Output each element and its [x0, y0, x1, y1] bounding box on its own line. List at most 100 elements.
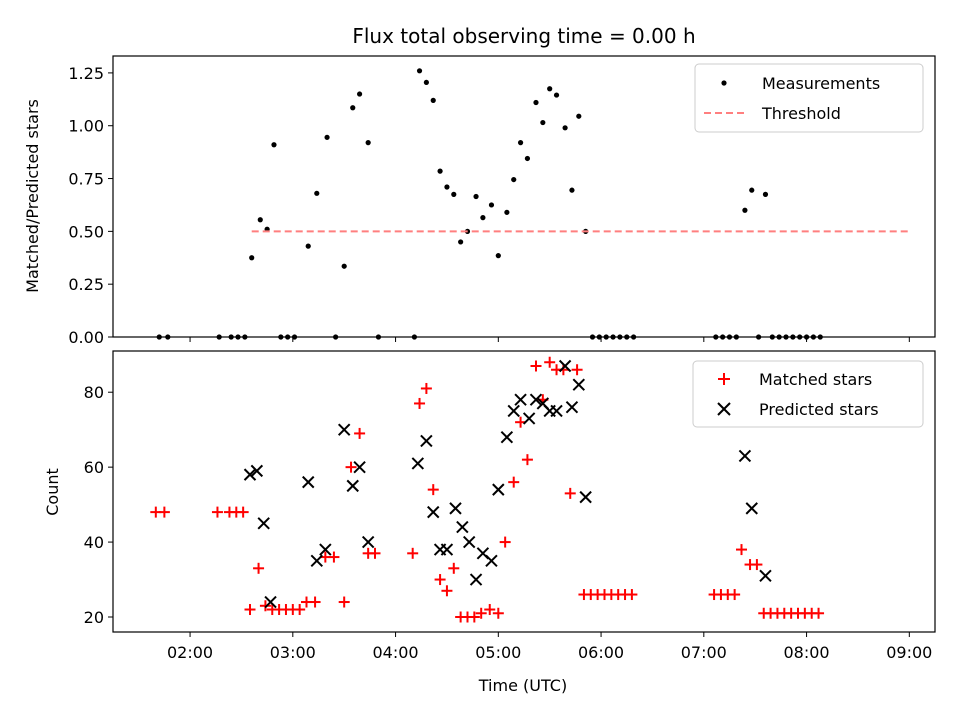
matched-stars-point	[244, 604, 256, 616]
matched-stars-point	[253, 562, 265, 574]
bottom-y-ticks: 20 40 60 80	[84, 383, 113, 627]
predicted-stars-point	[337, 423, 351, 436]
predicted-stars-point	[514, 393, 527, 406]
measurements-point	[562, 125, 568, 131]
x-tick-label: 09:00	[886, 643, 932, 662]
measurements-point	[749, 187, 755, 193]
predicted-stars-point	[522, 412, 536, 425]
matched-stars-point	[328, 551, 340, 563]
top-chart-title: Flux total observing time = 0.00 h	[352, 24, 695, 48]
legend-matched-marker	[718, 373, 730, 385]
x-tick-label: 03:00	[270, 643, 316, 662]
matched-stars-point	[211, 506, 223, 518]
top-legend-box	[694, 63, 924, 133]
matched-stars-point	[508, 476, 520, 488]
predicted-stars-point	[738, 449, 752, 463]
measurements-point	[458, 239, 464, 245]
measurements-point	[350, 105, 356, 111]
measurements-point	[480, 215, 486, 221]
matched-stars-point	[427, 484, 439, 496]
top-y-tick-label: 0.75	[68, 170, 104, 189]
measurements-point	[451, 191, 457, 197]
bottom-legend-box	[692, 360, 924, 428]
matched-stars-point	[492, 607, 504, 619]
predicted-stars-point	[310, 554, 323, 568]
x-tick-label: 07:00	[681, 643, 727, 662]
predicted-stars-point	[456, 520, 469, 534]
top-legend: Measurements Threshold	[694, 63, 924, 133]
predicted-stars-point	[440, 543, 454, 556]
predicted-stars-point	[302, 475, 315, 489]
matched-stars-point	[735, 544, 747, 556]
top-y-tick-label: 1.25	[68, 64, 104, 83]
predicted-stars-point	[319, 543, 332, 556]
measurements-point	[341, 263, 347, 269]
predicted-stars-point	[449, 502, 462, 515]
measurements-point	[488, 202, 495, 208]
bottom-y-tick-label: 20	[84, 608, 104, 627]
bottom-y-tick-label: 40	[84, 533, 104, 552]
measurements-point	[569, 187, 575, 193]
matched-stars-point	[729, 589, 741, 601]
bottom-series	[150, 356, 825, 623]
predicted-stars-point	[420, 434, 433, 448]
predicted-stars-point	[411, 457, 425, 470]
measurements-point	[357, 91, 363, 97]
measurements-point	[249, 255, 255, 261]
measurements-point	[324, 134, 330, 140]
measurements-point	[547, 86, 553, 92]
top-y-tick-label: 1.00	[68, 117, 104, 136]
predicted-stars-point	[529, 393, 543, 406]
matched-stars-point	[354, 427, 366, 439]
legend-threshold-label: Threshold	[761, 104, 841, 123]
measurements-point	[517, 140, 524, 146]
matched-stars-point	[564, 487, 576, 499]
matched-stars-point	[530, 360, 542, 372]
matched-stars-point	[751, 559, 763, 571]
measurements-point	[540, 119, 546, 126]
legend-measurements-label: Measurements	[762, 74, 880, 93]
measurements-point	[473, 193, 479, 200]
matched-stars-point	[345, 461, 357, 473]
measurements-point	[495, 253, 501, 259]
predicted-stars-point	[492, 483, 505, 496]
top-y-tick-label: 0.50	[68, 222, 104, 241]
matched-stars-point	[448, 562, 460, 574]
matched-stars-point	[309, 596, 321, 608]
legend-predicted-label: Predicted stars	[759, 400, 879, 419]
matched-stars-point	[571, 364, 583, 376]
bottom-y-axis-label: Count	[43, 468, 62, 516]
matched-stars-point	[475, 607, 487, 619]
matched-stars-point	[484, 604, 496, 616]
matched-stars-point	[294, 604, 306, 616]
measurements-point	[576, 113, 582, 119]
measurements-point	[430, 97, 436, 103]
bottom-x-ticks: 02:00 03:00 04:00 05:00 06:00 07:00 08:00 09:00	[167, 632, 932, 662]
measurements-point	[742, 207, 748, 213]
bottom-legend: Matched stars Predicted stars	[692, 360, 924, 428]
legend-predicted-marker	[717, 402, 731, 416]
matched-stars-point	[407, 547, 419, 559]
matched-stars-point	[158, 506, 170, 518]
predicted-stars-point	[565, 400, 579, 414]
measurements-point	[271, 142, 277, 148]
matched-stars-point	[521, 454, 533, 466]
top-plot: 0.00 0.25 0.50 0.75 1.00 1.25 Matched/Predict…	[23, 55, 936, 347]
predicted-stars-point	[257, 517, 270, 530]
top-plot-frame	[112, 55, 936, 338]
measurements-point	[305, 243, 311, 249]
x-tick-label: 04:00	[373, 643, 419, 662]
legend-measurements-marker	[721, 80, 727, 86]
predicted-stars-point	[243, 468, 257, 481]
predicted-stars-point	[353, 460, 366, 474]
predicted-stars-point	[558, 359, 572, 373]
predicted-stars-point	[250, 464, 264, 478]
measurements-point	[511, 176, 517, 183]
matched-stars-point	[414, 397, 426, 409]
bottom-y-tick-label: 80	[84, 383, 104, 402]
measurements-point	[365, 140, 371, 146]
predicted-stars-point	[264, 595, 277, 609]
predicted-stars-point	[469, 573, 483, 586]
measurements-point	[444, 184, 450, 190]
